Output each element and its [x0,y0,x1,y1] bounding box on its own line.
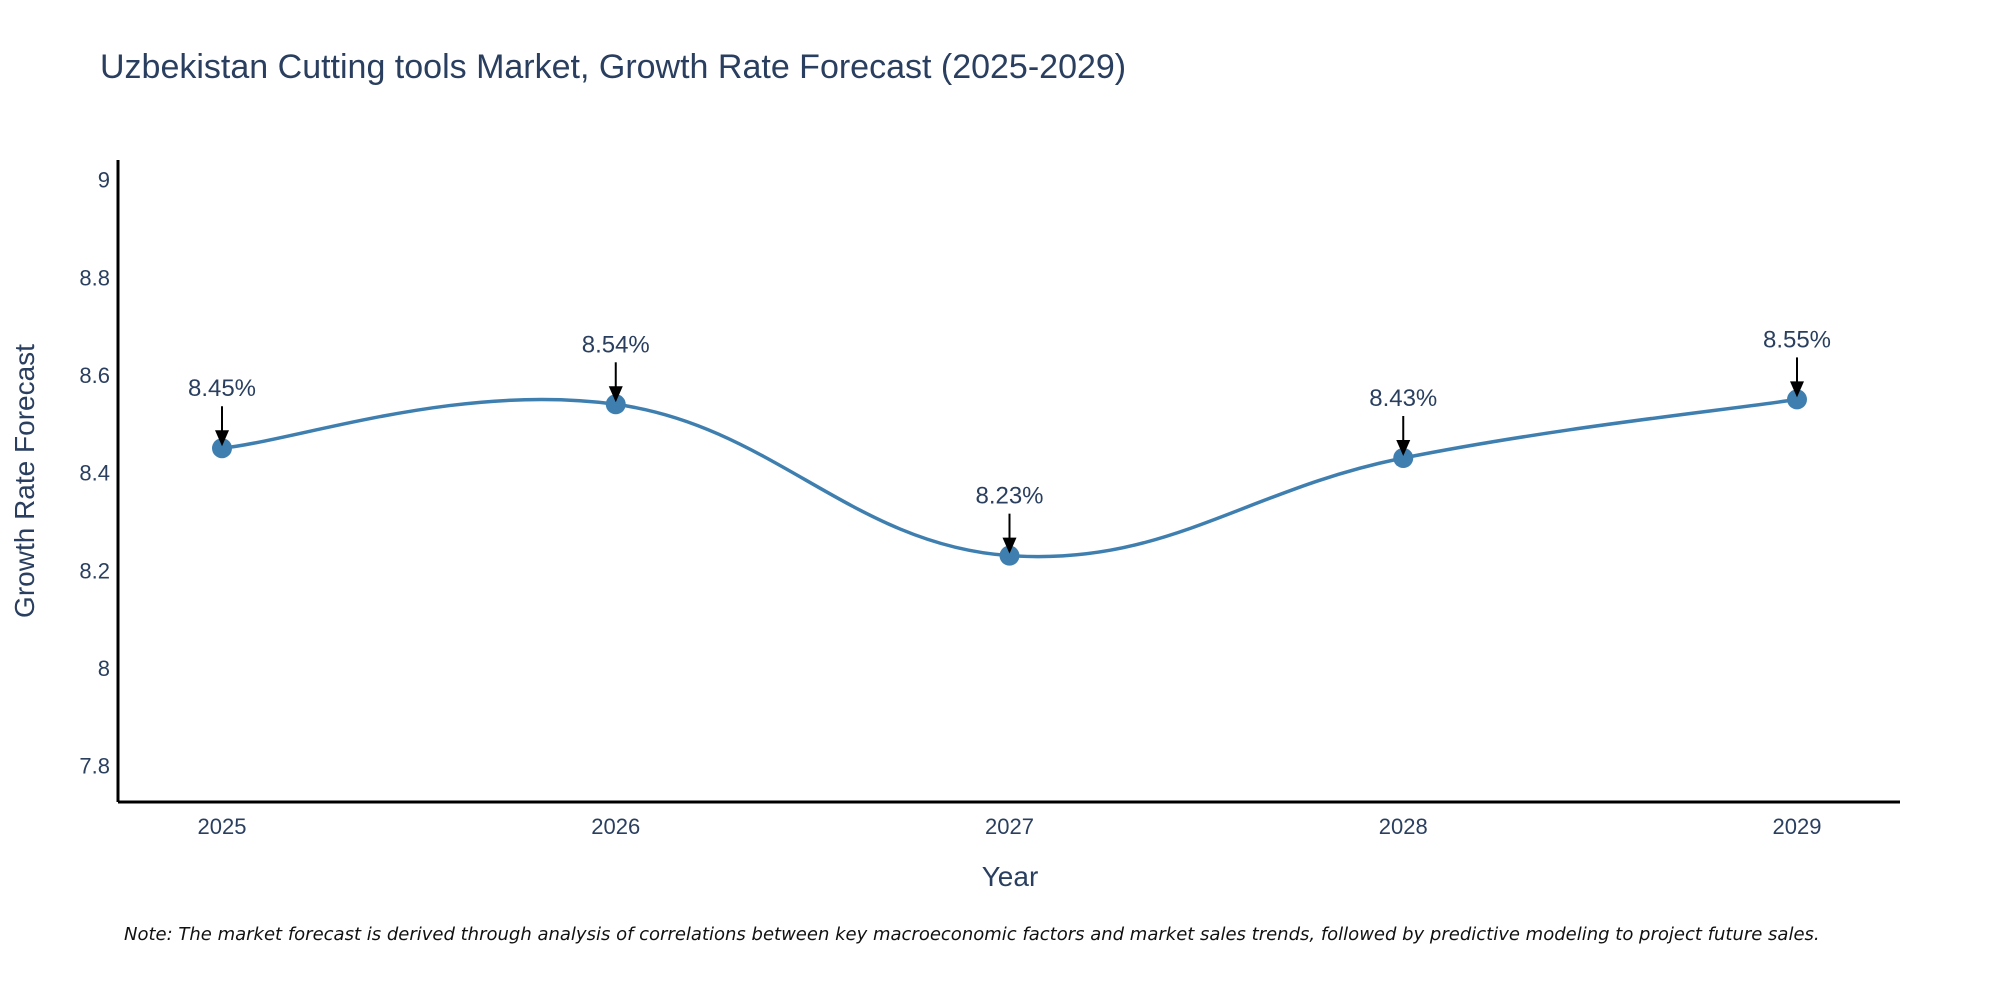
x-tick-label: 2025 [198,814,247,839]
y-tick-label: 9 [98,168,110,193]
annotation-label: 8.45% [188,375,256,402]
x-tick-label: 2026 [591,814,640,839]
annotation-label: 8.43% [1369,385,1437,412]
data-point [1393,448,1414,469]
data-point [1787,389,1807,410]
x-tick-label: 2027 [985,814,1034,839]
annotation-label: 8.55% [1763,326,1831,353]
x-axis-title: Year [982,861,1039,892]
footnote: Note: The market forecast is derived thr… [124,924,1820,945]
chart-title: Uzbekistan Cutting tools Market, Growth … [100,48,1126,86]
x-tick-label: 2028 [1379,814,1428,839]
annotation-arrowhead [608,386,623,403]
annotation-arrowhead [1002,537,1017,554]
data-annotations: 8.45% 8.54% 8.23% 8.43% 8.55% [188,326,1831,554]
y-axis-ticks: 7.8 8 8.2 8.4 8.6 8.8 9 [79,168,110,779]
data-point [605,394,626,415]
annotation-arrowhead [1396,440,1411,457]
x-tick-label: 2029 [1773,814,1822,839]
annotation-arrowhead [215,430,229,447]
y-axis-title: Growth Rate Forecast [9,344,40,618]
y-tick-label: 8 [98,656,110,681]
x-axis-ticks: 2025 2026 2027 2028 2029 [198,814,1822,839]
annotation-arrowhead [1790,381,1804,398]
y-tick-label: 8.2 [79,558,110,583]
annotation-label: 8.23% [975,483,1043,510]
y-tick-label: 7.8 [79,754,110,779]
y-tick-label: 8.4 [79,461,110,486]
annotation-label: 8.54% [582,331,650,358]
data-markers [212,389,1807,566]
data-point [999,545,1020,566]
y-tick-label: 8.6 [79,363,110,388]
data-point [212,438,232,459]
y-tick-label: 8.8 [79,265,110,290]
